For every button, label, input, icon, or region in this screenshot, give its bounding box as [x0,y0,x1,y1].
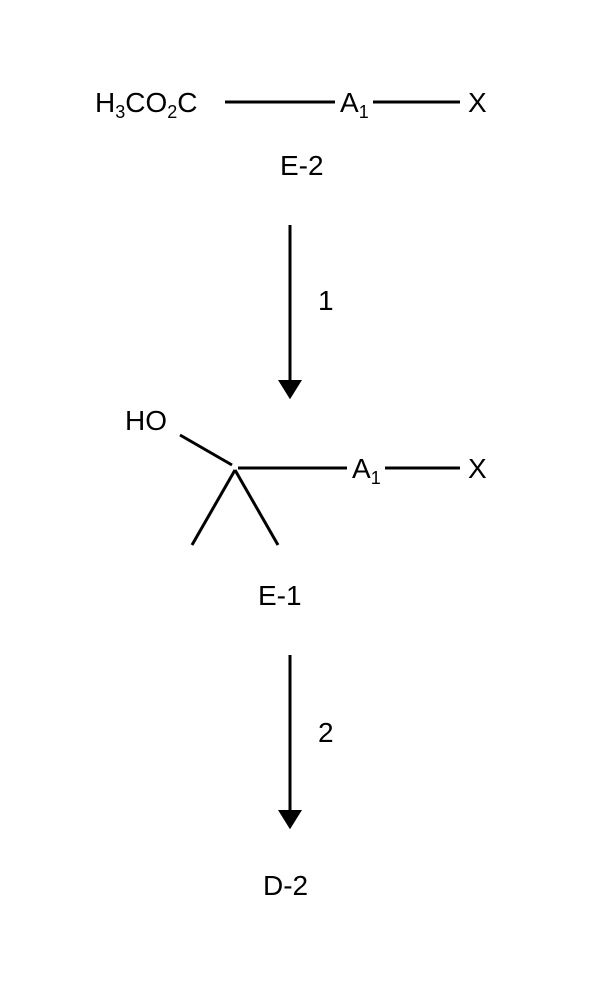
arrow-step-2-label: 2 [318,717,334,748]
e1-x: X [468,453,487,484]
e1-bond-oh [180,435,232,465]
arrow-step-1-head [278,380,302,399]
e2-left-formula: H3CO2C [95,87,198,122]
e2-a1: A1 [340,87,369,122]
d2-label: D-2 [263,870,308,901]
arrow-step-2-head [278,810,302,829]
e1-a1: A1 [352,453,381,488]
arrow-step-1-label: 1 [318,285,334,316]
e2-label: E-2 [280,150,324,181]
e1-oh: HO [125,405,167,436]
reaction-scheme: H3CO2C A1 X E-2 1 HO A1 X E-1 2 D-2 [0,0,600,1000]
e1-label: E-1 [258,580,302,611]
e2-x: X [468,87,487,118]
e1-methyl-2 [235,470,278,545]
e1-methyl-1 [192,470,235,545]
